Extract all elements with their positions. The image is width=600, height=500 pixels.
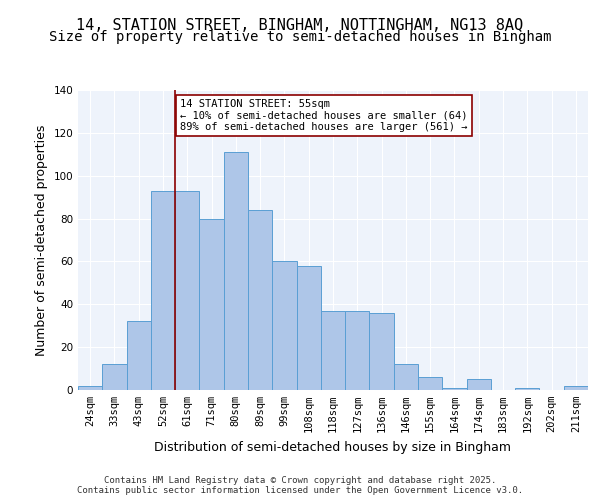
Bar <box>394 364 418 390</box>
Text: 14, STATION STREET, BINGHAM, NOTTINGHAM, NG13 8AQ: 14, STATION STREET, BINGHAM, NOTTINGHAM,… <box>76 18 524 32</box>
Text: 14 STATION STREET: 55sqm
← 10% of semi-detached houses are smaller (64)
89% of s: 14 STATION STREET: 55sqm ← 10% of semi-d… <box>180 99 467 132</box>
Bar <box>467 380 491 390</box>
Bar <box>127 322 151 390</box>
Bar <box>370 313 394 390</box>
Bar <box>321 310 345 390</box>
Bar <box>296 266 321 390</box>
Y-axis label: Number of semi-detached properties: Number of semi-detached properties <box>35 124 48 356</box>
Bar <box>248 210 272 390</box>
Bar <box>78 386 102 390</box>
Text: Contains HM Land Registry data © Crown copyright and database right 2025.
Contai: Contains HM Land Registry data © Crown c… <box>77 476 523 495</box>
Bar <box>151 190 175 390</box>
Bar <box>199 218 224 390</box>
Bar <box>442 388 467 390</box>
X-axis label: Distribution of semi-detached houses by size in Bingham: Distribution of semi-detached houses by … <box>155 440 511 454</box>
Bar <box>515 388 539 390</box>
Bar <box>564 386 588 390</box>
Bar <box>175 190 199 390</box>
Text: Size of property relative to semi-detached houses in Bingham: Size of property relative to semi-detach… <box>49 30 551 44</box>
Bar <box>418 377 442 390</box>
Bar <box>345 310 370 390</box>
Bar <box>102 364 127 390</box>
Bar <box>224 152 248 390</box>
Bar <box>272 262 296 390</box>
